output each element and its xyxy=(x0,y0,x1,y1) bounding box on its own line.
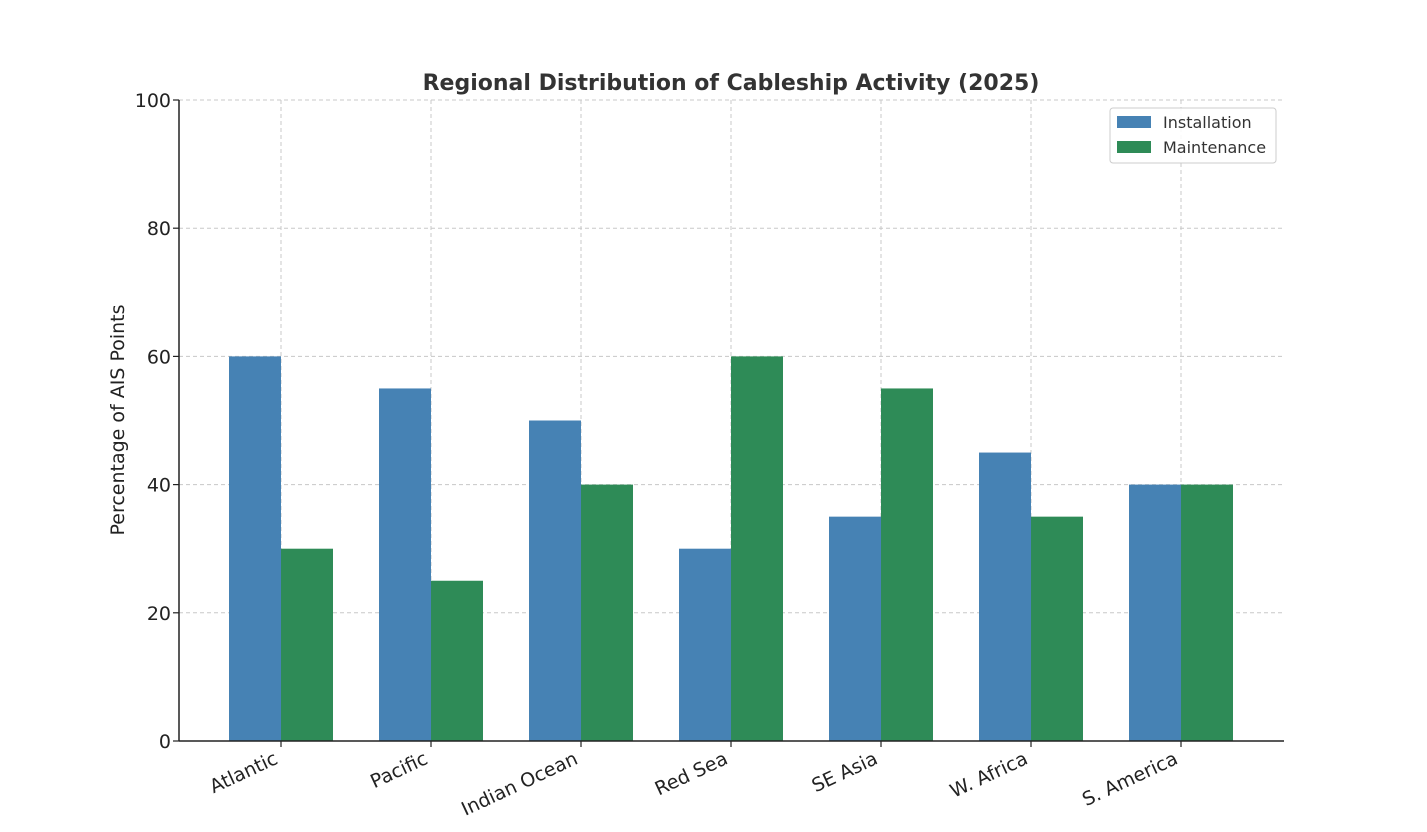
legend-box xyxy=(1109,107,1277,164)
x-tick-label: Pacific xyxy=(367,748,431,793)
x-tick-label: Red Sea xyxy=(652,748,732,801)
legend-label-installation: Installation xyxy=(1163,113,1252,132)
x-tick-label: SE Asia xyxy=(808,748,881,797)
x-tick-label: S. America xyxy=(1079,748,1181,811)
x-tick-label: Indian Ocean xyxy=(458,748,581,821)
bar-maintenance-red-sea xyxy=(731,356,783,741)
bar-installation-w-africa xyxy=(979,452,1031,741)
bar-maintenance-w-africa xyxy=(1031,516,1083,741)
bar-installation-pacific xyxy=(379,388,431,741)
y-tick-label: 0 xyxy=(159,731,171,753)
bar-installation-atlantic xyxy=(229,356,281,741)
bar-maintenance-indian-ocean xyxy=(581,484,633,741)
x-tick-label: Atlantic xyxy=(206,748,281,798)
bar-installation-se-asia xyxy=(829,516,881,741)
bar-maintenance-s-america xyxy=(1181,484,1233,741)
bar-maintenance-atlantic xyxy=(281,548,333,741)
bar-installation-red-sea xyxy=(679,548,731,741)
x-ticks: Atlantic Pacific Indian Ocean Red Sea SE Asi… xyxy=(206,741,1182,821)
y-tick-label: 80 xyxy=(147,218,171,240)
legend-swatch-maintenance xyxy=(1117,141,1151,153)
bar-maintenance-se-asia xyxy=(881,388,933,741)
bar-installation-indian-ocean xyxy=(529,420,581,741)
legend: Installation Maintenance xyxy=(1109,107,1277,164)
y-tick-label: 100 xyxy=(135,90,171,112)
legend-swatch-installation xyxy=(1117,116,1151,128)
bars xyxy=(229,356,1233,741)
y-ticks: 0 20 40 60 80 100 xyxy=(135,90,179,753)
x-tick-label: W. Africa xyxy=(947,748,1031,803)
bar-maintenance-pacific xyxy=(431,580,483,741)
legend-label-maintenance: Maintenance xyxy=(1163,138,1266,157)
bar-installation-s-america xyxy=(1129,484,1181,741)
chart-title: Regional Distribution of Cableship Activ… xyxy=(423,71,1040,96)
y-tick-label: 60 xyxy=(147,346,171,368)
y-axis-label: Percentage of AIS Points xyxy=(107,304,129,535)
y-tick-label: 40 xyxy=(147,475,171,497)
y-tick-label: 20 xyxy=(147,603,171,625)
